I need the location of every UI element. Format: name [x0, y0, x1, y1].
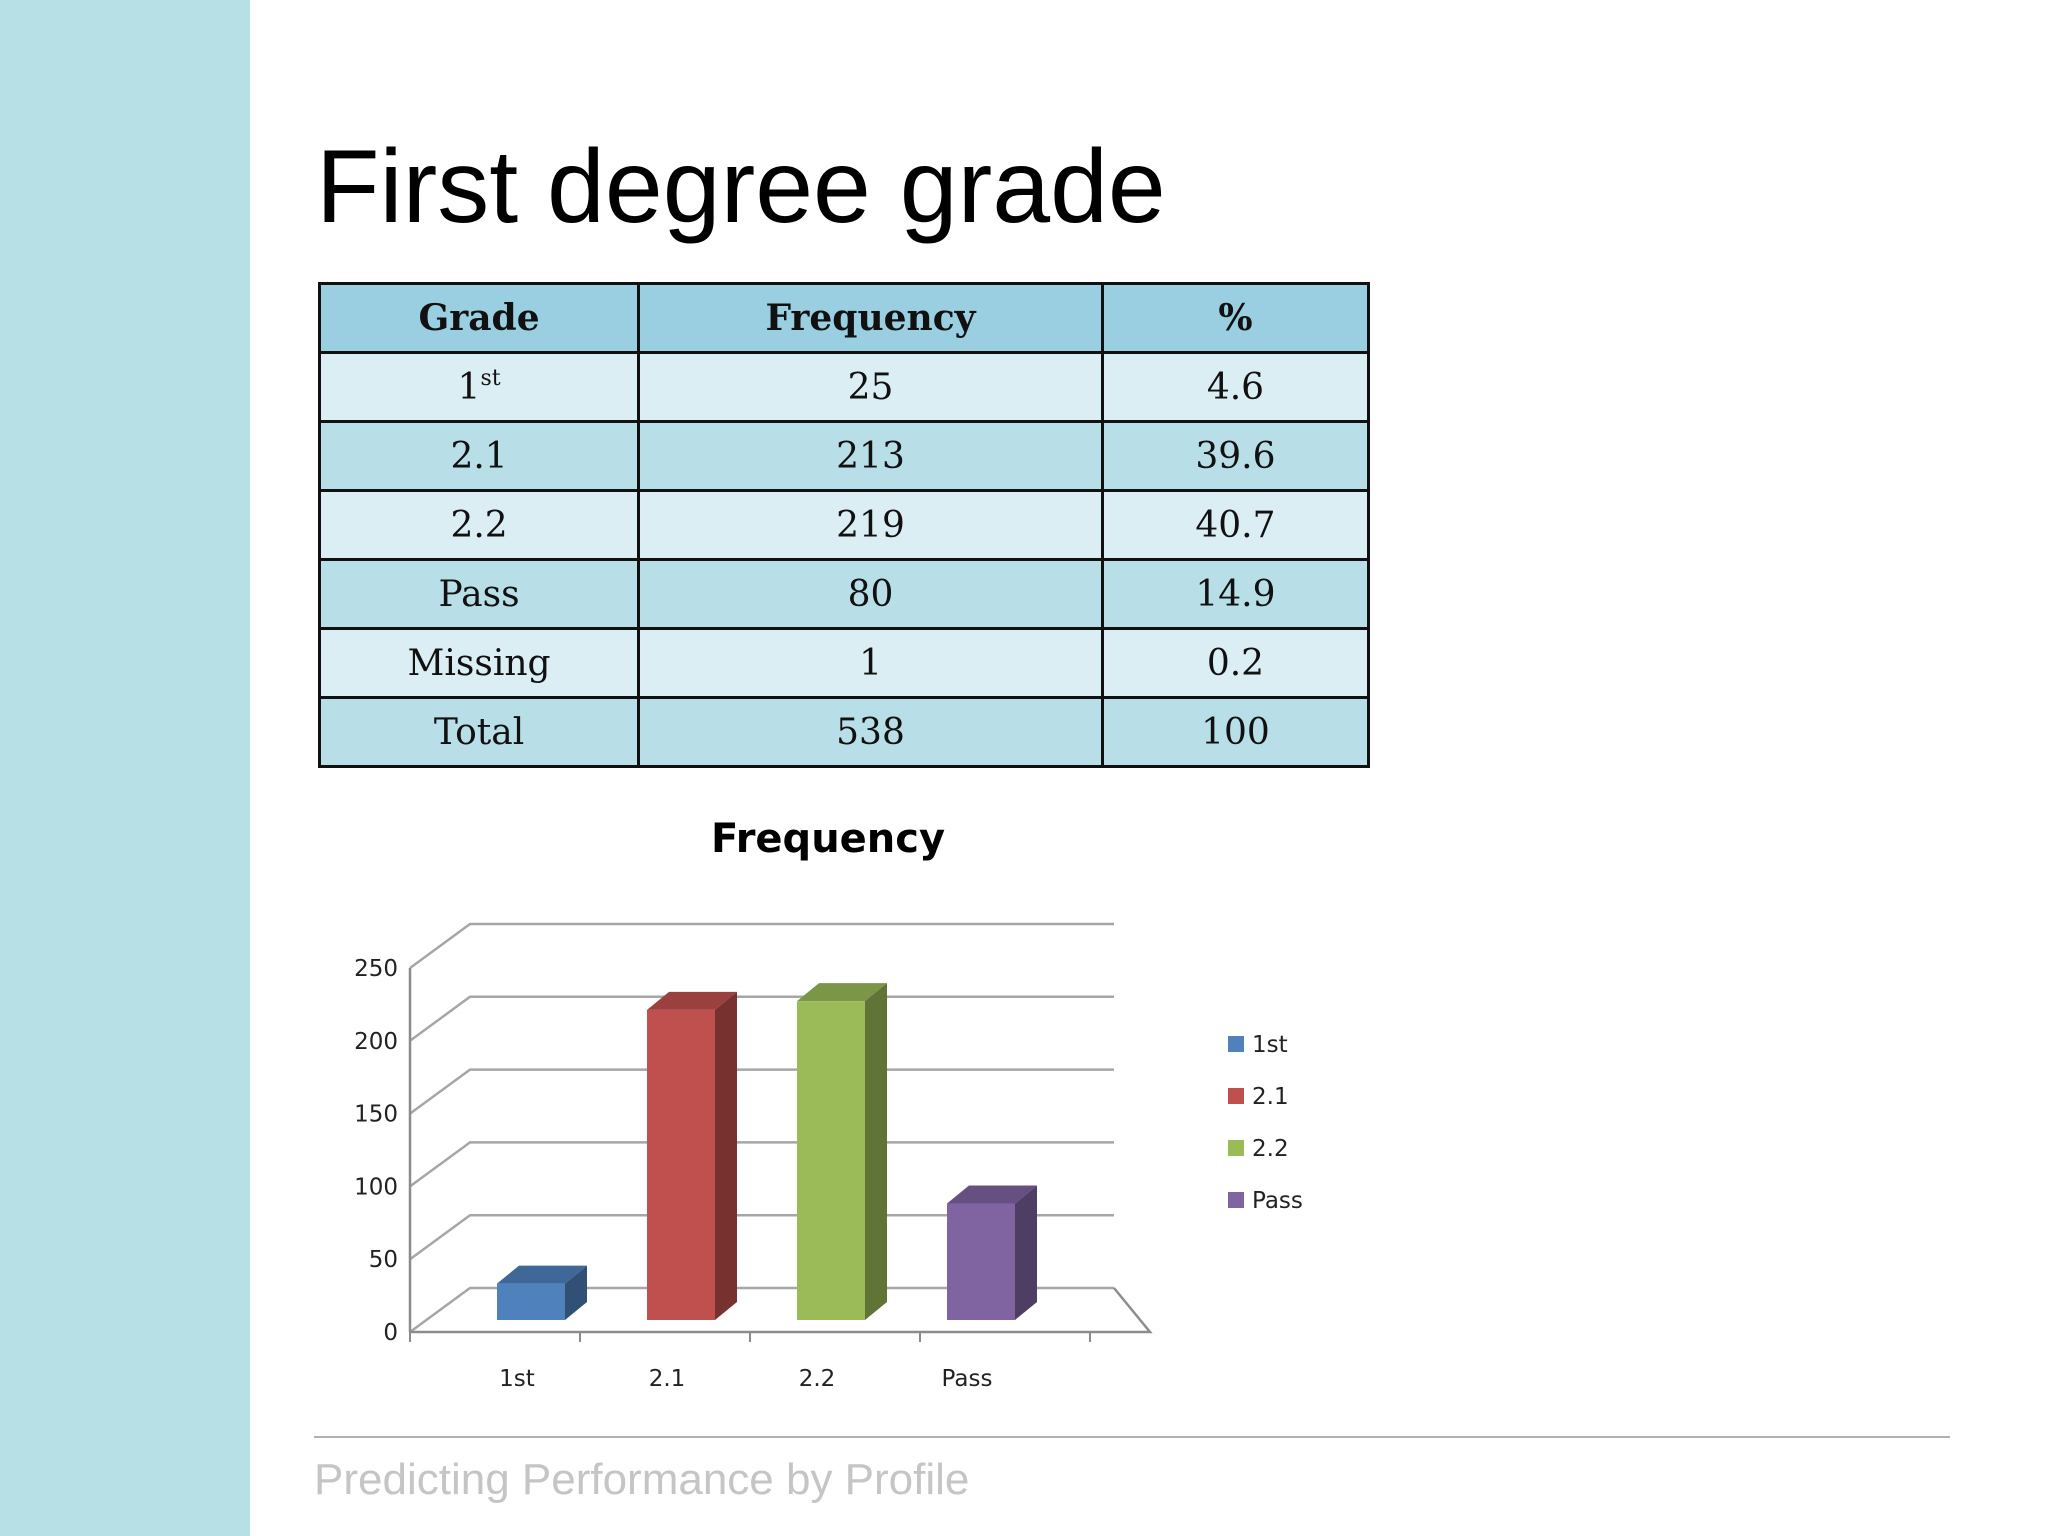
table-row: Total 538 100	[317, 696, 1371, 768]
cell-percent: 39.6	[1100, 420, 1371, 492]
header-grade: Grade	[317, 282, 641, 354]
header-frequency: Frequency	[637, 282, 1104, 354]
bar-1st	[497, 1265, 587, 1320]
cell-grade: Pass	[317, 558, 641, 630]
bar-front	[497, 1283, 565, 1320]
gridline	[409, 1213, 1114, 1261]
table-header-row: Grade Frequency %	[317, 282, 1371, 354]
bar-top	[947, 1185, 1037, 1204]
grade-frequency-table: Grade Frequency % 1st 25 4.6 2.1 213 39.…	[317, 282, 1371, 768]
cell-percent: 40.7	[1100, 489, 1371, 561]
table-row: Missing 1 0.2	[317, 627, 1371, 699]
x-axis	[410, 1287, 1153, 1334]
bar-22	[797, 983, 887, 1320]
bar-side	[565, 1265, 587, 1320]
cell-grade: Missing	[317, 627, 641, 699]
table-row: 2.2 219 40.7	[317, 489, 1371, 561]
cell-frequency: 1	[637, 627, 1104, 699]
cell-grade: 1st	[317, 351, 641, 423]
bar-front	[647, 1009, 715, 1320]
legend-swatch	[1228, 1192, 1244, 1208]
legend-swatch	[1228, 1036, 1244, 1052]
cell-frequency: 80	[637, 558, 1104, 630]
cell-percent: 0.2	[1100, 627, 1371, 699]
legend-label: Pass	[1252, 1188, 1303, 1214]
chart-title: Frequency	[711, 816, 945, 862]
table-row: 2.1 213 39.6	[317, 420, 1371, 492]
gridline	[409, 1141, 1114, 1188]
chart-legend: 1st 2.1 2.2 Pass	[1228, 1032, 1303, 1214]
legend-swatch	[1228, 1088, 1244, 1104]
slide-title: First degree grade	[316, 129, 1166, 245]
gridline	[409, 995, 1114, 1042]
footer-text: Predicting Performance by Profile	[314, 1455, 970, 1504]
y-tick-label: 50	[369, 1247, 398, 1273]
gridline	[409, 1286, 1114, 1334]
bar-side	[715, 991, 737, 1320]
footer-divider	[314, 1436, 1950, 1438]
bar-side	[865, 983, 887, 1320]
legend-label: 2.2	[1252, 1136, 1289, 1162]
y-tick-label: 0	[383, 1320, 398, 1346]
cell-frequency: 219	[637, 489, 1104, 561]
table-row: Pass 80 14.9	[317, 558, 1371, 630]
cell-frequency: 25	[637, 351, 1104, 423]
table-row: 1st 25 4.6	[317, 351, 1371, 423]
cell-grade: Total	[317, 696, 641, 768]
grade-superscript: st	[480, 365, 501, 391]
x-tick-label: 2.2	[799, 1366, 836, 1392]
cell-percent: 14.9	[1100, 558, 1371, 630]
cell-frequency: 213	[637, 420, 1104, 492]
bar-front	[797, 1001, 865, 1320]
x-tick-label: 1st	[499, 1366, 535, 1392]
y-tick-label: 100	[354, 1174, 398, 1200]
cell-percent: 100	[1100, 696, 1371, 768]
legend-label: 1st	[1252, 1032, 1288, 1058]
y-tick-label: 200	[354, 1029, 398, 1055]
bar-side	[1015, 1185, 1037, 1320]
bar-front	[947, 1203, 1015, 1320]
bar-pass	[947, 1185, 1037, 1320]
cell-percent: 4.6	[1100, 351, 1371, 423]
legend-swatch	[1228, 1140, 1244, 1156]
gridline	[409, 1068, 1114, 1115]
y-tick-label: 250	[354, 956, 398, 982]
gridline	[409, 922, 1114, 970]
bar-top	[647, 991, 737, 1010]
cell-grade: 2.2	[317, 489, 641, 561]
cell-grade: 2.1	[317, 420, 641, 492]
bar-top	[797, 983, 887, 1002]
bar-top	[497, 1265, 587, 1284]
sidebar-accent	[0, 0, 250, 1536]
header-percent: %	[1100, 282, 1371, 354]
x-tick-label: Pass	[942, 1366, 993, 1392]
x-tick-label: 2.1	[649, 1366, 686, 1392]
cell-frequency: 538	[637, 696, 1104, 768]
y-tick-label: 150	[354, 1102, 398, 1128]
legend-label: 2.1	[1252, 1084, 1289, 1110]
bar-21	[647, 991, 737, 1320]
